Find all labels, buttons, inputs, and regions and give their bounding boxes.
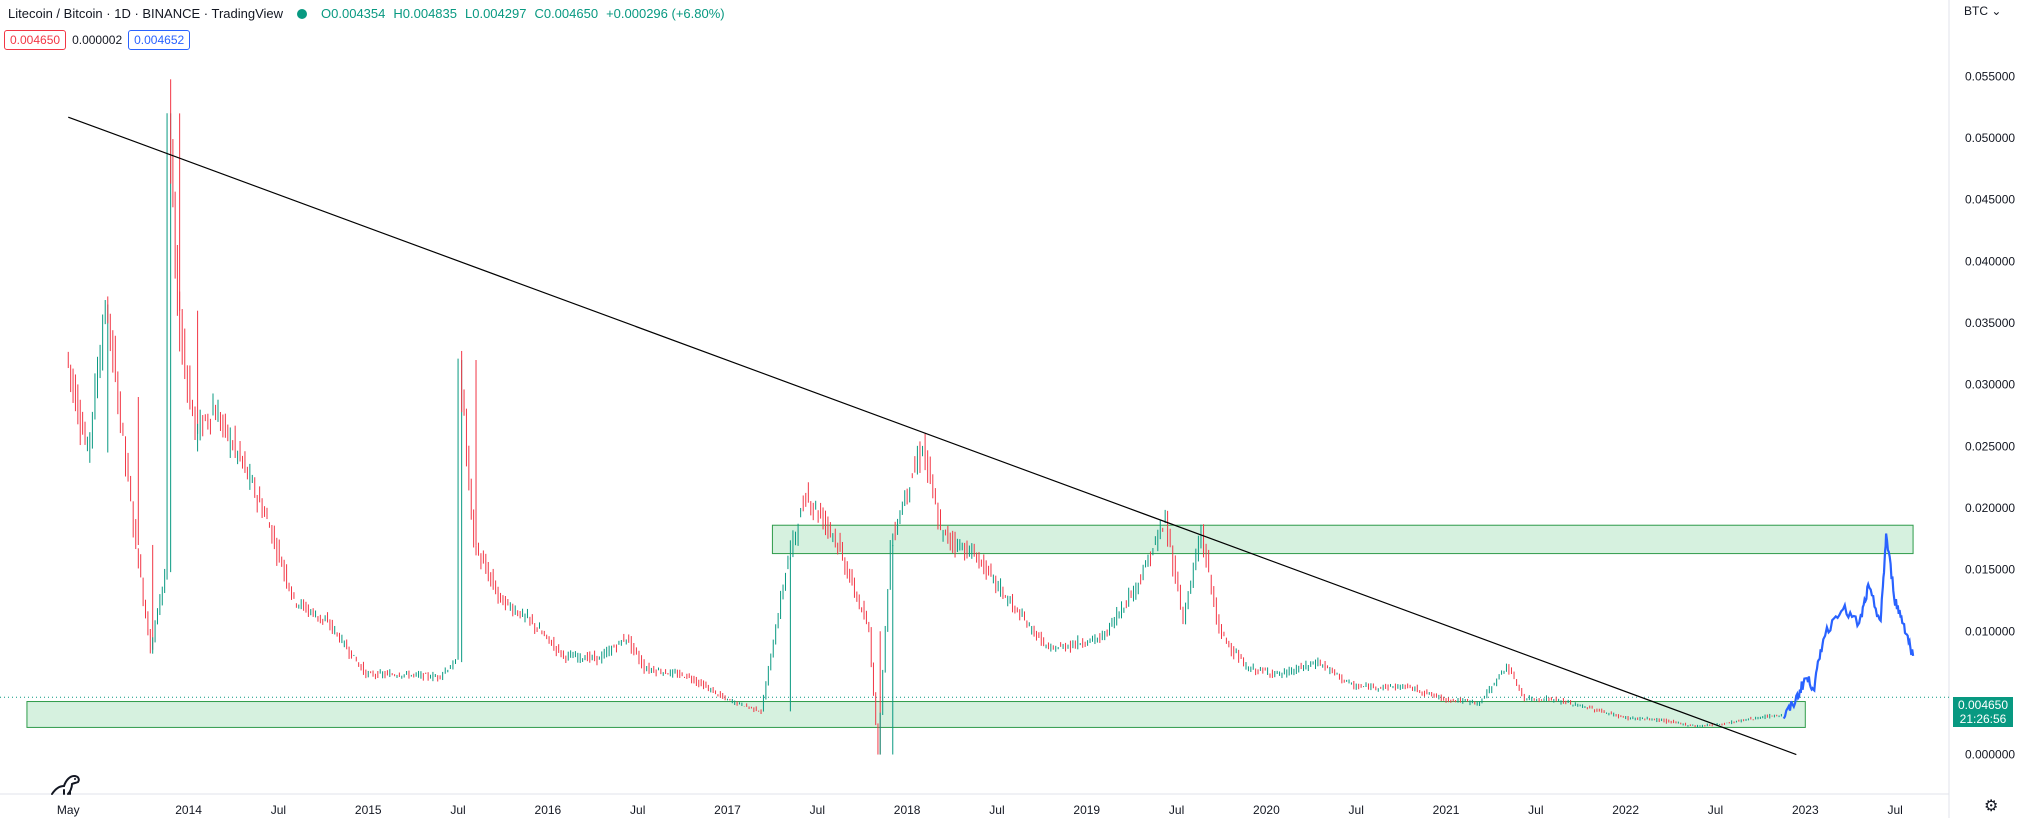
y-tick-label: 0.055000 (1965, 69, 2015, 83)
sell-price-chip[interactable]: 0.004650 (4, 30, 67, 50)
x-tick-label: 2018 (894, 803, 921, 817)
x-tick-label: May (57, 803, 80, 817)
x-tick-label: Jul (989, 803, 1004, 817)
x-tick-label: 2015 (355, 803, 382, 817)
y-tick-label: 0.045000 (1965, 193, 2015, 207)
x-tick-label: 2022 (1612, 803, 1639, 817)
x-tick-label: 2019 (1073, 803, 1100, 817)
y-tick-label: 0.030000 (1965, 378, 2015, 392)
ohlc-open: O0.004354 (321, 6, 386, 21)
x-tick-label: Jul (450, 803, 465, 817)
chevron-down-icon: ⌄ (1988, 4, 2002, 18)
x-tick-label: Jul (1528, 803, 1543, 817)
last-price-label: 0.004650 (1957, 698, 2009, 712)
symbol-title[interactable]: Litecoin / Bitcoin · 1D · BINANCE · Trad… (8, 6, 284, 21)
currency-label: BTC (1964, 4, 1988, 18)
x-tick-label: Jul (1887, 803, 1902, 817)
ohlc-high: H0.004835 (393, 6, 457, 21)
x-tick-label: Jul (1169, 803, 1184, 817)
spread-value: 0.000002 (72, 31, 123, 49)
buy-price-chip[interactable]: 0.004652 (128, 30, 191, 50)
x-tick-label: 2021 (1433, 803, 1460, 817)
dinosaur-icon[interactable] (50, 768, 84, 796)
x-tick-label: 2020 (1253, 803, 1280, 817)
x-tick-label: Jul (630, 803, 645, 817)
trade-chips: 0.004650 0.000002 0.004652 (4, 30, 191, 50)
y-tick-label: 0.040000 (1965, 254, 2015, 268)
x-tick-label: Jul (1708, 803, 1723, 817)
x-tick-label: 2016 (535, 803, 562, 817)
currency-selector[interactable]: BTC ⌄ (1964, 4, 2001, 18)
y-tick-label: 0.015000 (1965, 563, 2015, 577)
zone-1 (26, 701, 1806, 728)
x-tick-label: Jul (810, 803, 825, 817)
ohlc-change: +0.000296 (+6.80%) (606, 6, 725, 21)
zone-0 (771, 524, 1914, 555)
y-tick-label: 0.035000 (1965, 316, 2015, 330)
bar-countdown: 21:26:56 (1959, 712, 2007, 726)
x-tick-label: 2014 (175, 803, 202, 817)
last-price-tag: 0.004650 21:26:56 (1953, 697, 2013, 727)
ohlc-close: C0.004650 (534, 6, 599, 21)
y-tick-label: 0.000000 (1965, 748, 2015, 762)
x-tick-label: Jul (271, 803, 286, 817)
live-dot-icon (297, 8, 308, 19)
trendline-0 (68, 116, 1797, 756)
gear-icon[interactable]: ⚙ (1984, 798, 1999, 815)
chart-legend: Litecoin / Bitcoin · 1D · BINANCE · Trad… (8, 6, 725, 21)
x-tick-label: Jul (1349, 803, 1364, 817)
y-tick-label: 0.020000 (1965, 501, 2015, 515)
x-tick-label: 2023 (1792, 803, 1819, 817)
y-tick-label: 0.050000 (1965, 131, 2015, 145)
y-tick-label: 0.025000 (1965, 439, 2015, 453)
y-tick-label: 0.010000 (1965, 624, 2015, 638)
x-tick-label: 2017 (714, 803, 741, 817)
ohlc-low: L0.004297 (465, 6, 527, 21)
projection-path (1782, 533, 1915, 720)
